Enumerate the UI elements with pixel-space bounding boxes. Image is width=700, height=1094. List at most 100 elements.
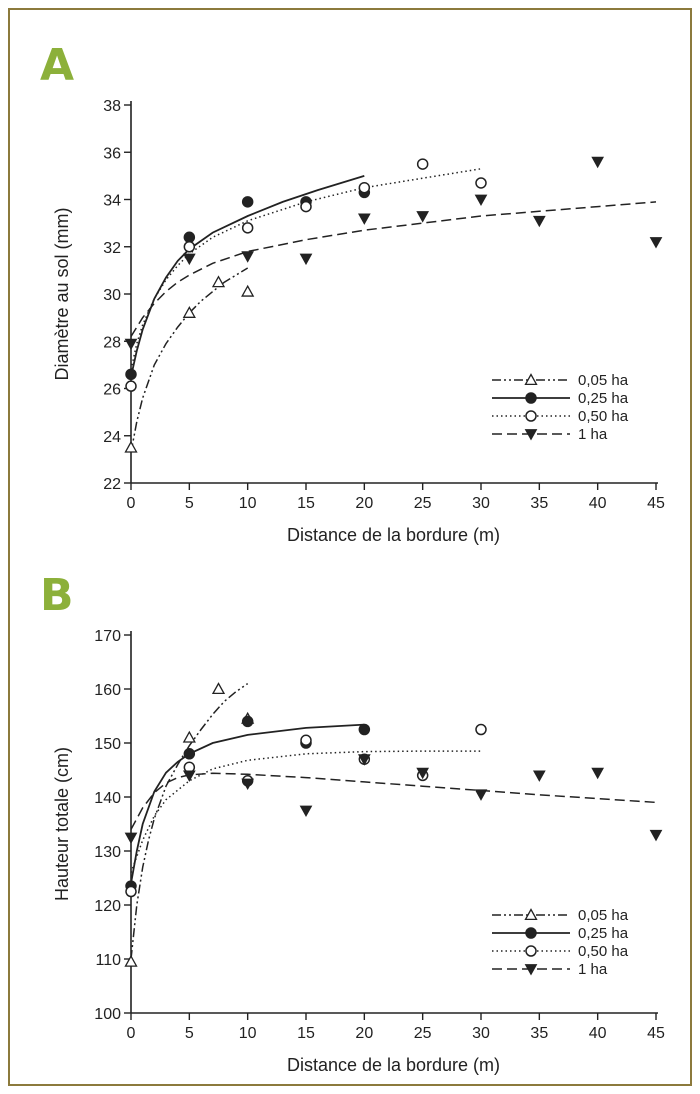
x-axis-label: Distance de la bordure (m) [287,525,500,545]
data-point [124,440,138,453]
y-tick-label: 100 [94,1006,121,1023]
x-tick-label: 25 [414,495,432,512]
data-point [241,222,254,234]
data-point [125,368,137,381]
data-point [124,338,138,351]
x-tick-label: 30 [472,495,490,512]
data-point [183,231,196,244]
panel-letter: A [40,40,74,91]
x-tick-label: 15 [297,495,315,512]
y-tick-label: 120 [94,898,121,915]
y-tick-label: 26 [103,382,121,399]
legend-marker [525,392,537,404]
data-point [591,156,605,169]
legend-label: 0,05 ha [578,372,629,389]
legend-label: 0,25 ha [578,390,629,407]
series-2 [125,715,371,892]
series-1 [124,267,255,453]
legend-label: 0,50 ha [578,408,629,425]
x-tick-label: 20 [355,1025,373,1042]
data-point [182,306,196,318]
y-tick-label: 170 [94,628,121,645]
data-point [211,275,226,288]
data-point [124,832,138,845]
legend-label: 1 ha [578,961,608,978]
x-tick-label: 15 [297,1025,315,1042]
y-tick-label: 38 [103,98,121,115]
fit-curve [130,267,249,453]
data-point [124,954,138,967]
x-tick-label: 35 [530,495,548,512]
data-point [532,215,546,228]
x-tick-label: 40 [589,1025,607,1042]
data-point [358,181,371,194]
data-point [649,237,663,249]
legend-marker [525,410,537,422]
legend-marker [524,908,538,921]
data-point [475,723,487,736]
x-tick-label: 45 [647,1025,665,1042]
x-tick-label: 10 [239,495,257,512]
x-tick-label: 5 [185,495,194,512]
fit-curve [130,201,657,337]
y-tick-label: 150 [94,736,121,753]
fit-curve [130,682,249,960]
chart-panel-a: A 22 24 26 28 30 32 34 36 38 0 5 10 15 20 25 30 35 40 45 Dis… [40,40,665,545]
chart-panel-b: B 100 110 120 130 140 150 160 170 0 5 10 15 20 25 30 35 4… [40,570,665,1075]
data-point [649,829,663,842]
x-tick-label: 30 [472,1025,490,1042]
data-point [211,682,226,695]
data-point [125,885,137,898]
legend-label: 0,25 ha [578,925,629,942]
y-tick-label: 160 [94,682,121,699]
series-1 [124,682,255,967]
y-tick-label: 22 [103,476,121,493]
fit-curve [130,772,657,830]
data-point [241,251,255,263]
data-point [358,723,371,736]
legend-marker [524,429,538,441]
figure-frame [8,8,692,1086]
y-tick-label: 36 [103,145,121,162]
x-tick-label: 35 [530,1025,548,1042]
legend-label: 1 ha [578,426,608,443]
data-point [475,177,487,189]
legend-label: 0,05 ha [578,907,629,924]
x-axis-label: Distance de la bordure (m) [287,1055,500,1075]
y-tick-label: 30 [103,287,121,304]
data-point [416,211,430,223]
x-tick-label: 0 [127,495,136,512]
x-tick-label: 20 [355,495,373,512]
data-point [183,241,196,253]
series-2 [125,175,371,381]
y-tick-label: 28 [103,334,121,351]
data-point [241,196,254,208]
y-tick-label: 110 [95,952,121,969]
data-point [182,770,196,782]
data-point [532,770,546,782]
data-point [357,213,371,225]
y-axis-label: Hauteur totale (cm) [52,747,72,901]
legend-label: 0,50 ha [578,943,629,960]
fit-curve [130,175,365,377]
x-tick-label: 40 [589,495,607,512]
data-point [357,754,371,766]
data-point [183,748,196,760]
data-point [182,253,196,266]
data-point [591,767,605,780]
data-point [416,767,430,780]
data-point [474,789,488,801]
panel-letter: B [40,570,74,621]
x-tick-label: 25 [414,1025,432,1042]
y-tick-label: 24 [103,429,121,446]
x-tick-label: 0 [127,1025,136,1042]
x-tick-label: 5 [185,1025,194,1042]
data-point [300,734,312,747]
y-tick-label: 140 [94,790,121,807]
fit-curve [130,723,365,884]
y-axis-label: Diamètre au sol (mm) [52,207,72,380]
series-4 [124,156,663,351]
legend-marker [525,927,537,939]
series-3 [125,158,487,392]
